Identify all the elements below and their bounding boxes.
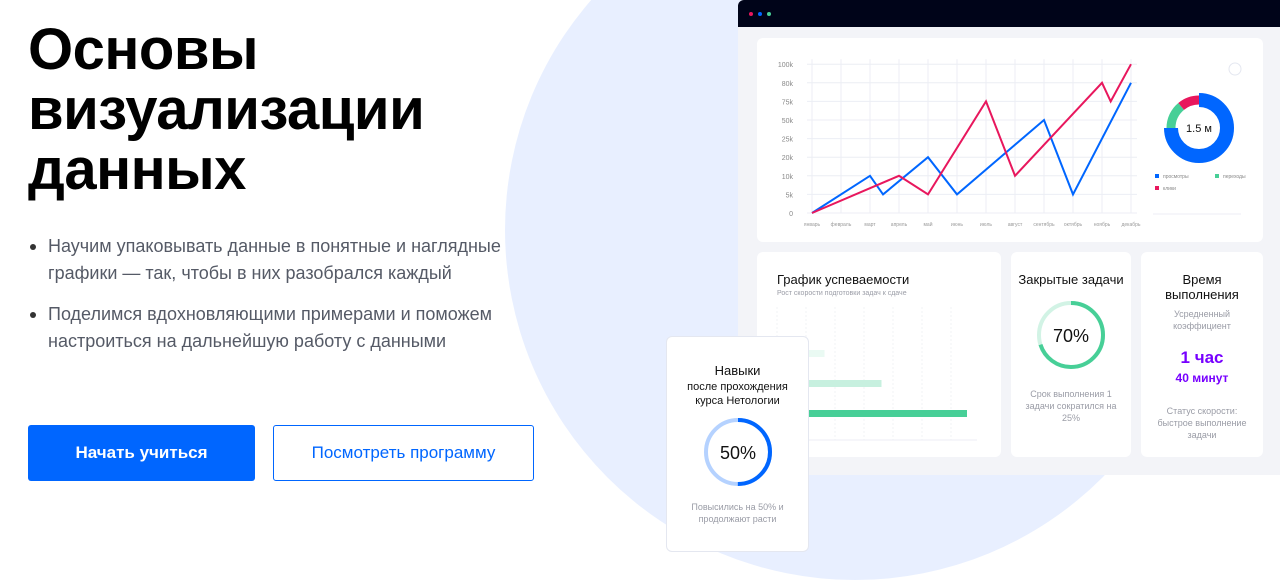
- skills-percent: 50%: [720, 443, 756, 463]
- list-item: Поделимся вдохновляющими примерами и пом…: [28, 301, 568, 355]
- skills-sub: после прохождения курса Нетологии: [687, 381, 788, 407]
- page-title: Основы визуализации данных: [28, 17, 425, 202]
- x-tick-label: май: [923, 221, 932, 228]
- line-chart-card: 0 5k 10k 20k 25k 50k 75k 80k 100k январь февраль ма…: [757, 38, 1263, 242]
- series-line-0: [811, 82, 1132, 214]
- progress-bar: [777, 410, 967, 417]
- x-tick-label: октябрь: [1064, 222, 1083, 228]
- legend-label: переходы: [1223, 174, 1246, 180]
- x-tick-label: апрель: [891, 222, 908, 228]
- closed-tasks-desc: Срок выполнения 1 задачи сократился на 2…: [1025, 389, 1117, 423]
- x-tick-label: декабрь: [1121, 222, 1140, 228]
- y-tick-label: 80k: [782, 81, 794, 88]
- start-learning-button[interactable]: Начать учиться: [28, 425, 255, 481]
- closed-tasks-card: Закрытые задачи 70% Срок выполнения 1 за…: [1011, 252, 1131, 457]
- skills-desc: Повысились на 50% и продолжают расти: [691, 502, 784, 524]
- x-tick-label: сентябрь: [1033, 222, 1055, 228]
- closed-tasks-ring: 70%: [1037, 301, 1105, 369]
- time-card: Время выполнения Усредненный коэффициент…: [1141, 252, 1263, 457]
- time-hours: 1 час: [1180, 348, 1224, 367]
- closed-tasks-title: Закрытые задачи: [1018, 272, 1124, 287]
- skills-title: Навыки: [714, 363, 761, 378]
- x-tick-label: февраль: [831, 222, 852, 228]
- x-tick-label: август: [1008, 222, 1023, 228]
- progress-title: График успеваемости: [777, 272, 910, 287]
- view-program-button[interactable]: Посмотреть программу: [273, 425, 534, 481]
- y-tick-label: 50k: [782, 118, 794, 125]
- legend-swatch: [1155, 186, 1159, 190]
- x-tick-label: март: [864, 222, 876, 228]
- y-tick-label: 25k: [782, 137, 794, 144]
- closed-tasks-percent: 70%: [1053, 326, 1089, 346]
- legend-swatch: [1155, 174, 1159, 178]
- feature-list: Научим упаковывать данные в понятные и н…: [28, 233, 568, 369]
- time-sub: Усредненный коэффициент: [1173, 309, 1231, 331]
- progress-bar: [777, 380, 882, 387]
- legend-swatch: [1215, 174, 1219, 178]
- dashboard-window: 0 5k 10k 20k 25k 50k 75k 80k 100k январь февраль ма…: [738, 0, 1280, 475]
- legend-label: клики: [1163, 186, 1176, 192]
- progress-subtitle: Рост скорости подготовки задач к сдаче: [777, 290, 907, 297]
- pie-center-label: 1.5 м: [1186, 123, 1212, 135]
- x-tick-label: июль: [980, 222, 992, 228]
- series-line-1: [811, 63, 1132, 214]
- window-bar: [738, 0, 1280, 27]
- help-icon: [1228, 62, 1242, 76]
- list-item: Научим упаковывать данные в понятные и н…: [28, 233, 568, 287]
- y-tick-label: 20k: [782, 155, 794, 162]
- line-chart: 0 5k 10k 20k 25k 50k 75k 80k 100k январь февраль ма…: [778, 59, 1246, 228]
- y-tick-label: 5k: [786, 192, 794, 199]
- time-desc: Статус скорости: быстрое выполнение зада…: [1157, 406, 1247, 440]
- skills-card: Навыки после прохождения курса Нетологии…: [666, 336, 809, 552]
- legend-label: просмотры: [1163, 174, 1189, 180]
- window-dot-blue: [758, 11, 762, 16]
- pie-slice: [1166, 102, 1185, 129]
- window-dot-green: [767, 11, 771, 16]
- y-tick-label: 0: [789, 211, 793, 218]
- y-tick-label: 75k: [782, 99, 794, 106]
- pie-slice: [1164, 93, 1234, 163]
- x-tick-label: июнь: [951, 222, 963, 228]
- time-minutes: 40 минут: [1175, 371, 1229, 385]
- x-tick-label: ноябрь: [1094, 222, 1111, 228]
- pie-slice: [1178, 95, 1200, 111]
- x-tick-label: январь: [804, 222, 821, 228]
- window-dot-red: [749, 11, 753, 16]
- time-title: Время выполнения: [1165, 272, 1239, 302]
- skills-ring: 50%: [704, 418, 772, 486]
- y-tick-label: 10k: [782, 174, 794, 181]
- y-tick-label: 100k: [778, 62, 794, 69]
